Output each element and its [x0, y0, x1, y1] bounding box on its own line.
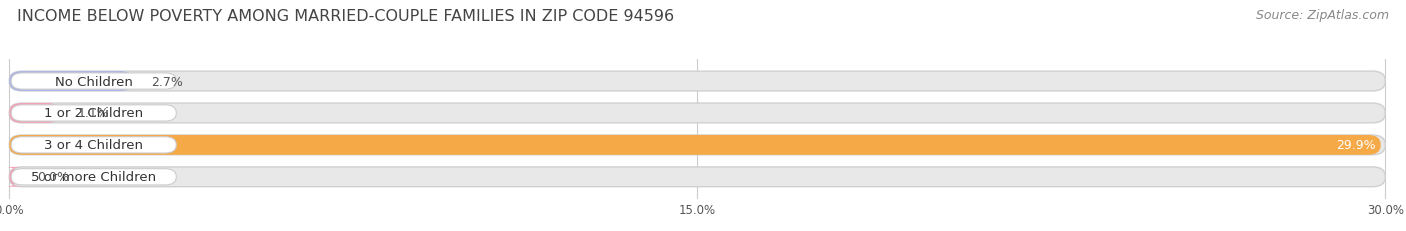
- FancyBboxPatch shape: [11, 74, 176, 90]
- Text: 1.1%: 1.1%: [79, 107, 110, 120]
- FancyBboxPatch shape: [10, 72, 134, 91]
- Text: 2.7%: 2.7%: [152, 75, 183, 88]
- FancyBboxPatch shape: [11, 169, 176, 185]
- FancyBboxPatch shape: [10, 104, 1385, 123]
- Text: 3 or 4 Children: 3 or 4 Children: [44, 139, 143, 152]
- FancyBboxPatch shape: [10, 135, 1385, 155]
- FancyBboxPatch shape: [11, 137, 176, 153]
- Text: 1 or 2 Children: 1 or 2 Children: [44, 107, 143, 120]
- Text: 29.9%: 29.9%: [1337, 139, 1376, 152]
- FancyBboxPatch shape: [4, 167, 22, 187]
- Text: Source: ZipAtlas.com: Source: ZipAtlas.com: [1256, 9, 1389, 22]
- FancyBboxPatch shape: [10, 104, 60, 123]
- Text: INCOME BELOW POVERTY AMONG MARRIED-COUPLE FAMILIES IN ZIP CODE 94596: INCOME BELOW POVERTY AMONG MARRIED-COUPL…: [17, 9, 673, 24]
- FancyBboxPatch shape: [10, 135, 1381, 155]
- FancyBboxPatch shape: [10, 72, 1385, 91]
- Text: 0.0%: 0.0%: [37, 170, 69, 183]
- FancyBboxPatch shape: [10, 167, 1385, 187]
- Text: 5 or more Children: 5 or more Children: [31, 170, 156, 183]
- FancyBboxPatch shape: [11, 105, 176, 122]
- Text: No Children: No Children: [55, 75, 132, 88]
